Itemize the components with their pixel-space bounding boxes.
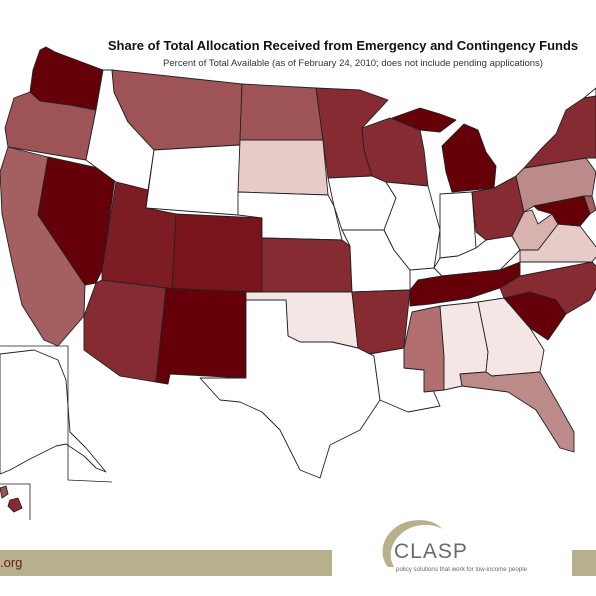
- map-subtitle: Percent of Total Available (as of Februa…: [163, 58, 543, 69]
- state-texas[interactable]: [199, 299, 381, 479]
- state-arkansas[interactable]: [351, 289, 411, 355]
- state-north-dakota[interactable]: [239, 83, 324, 141]
- footer-bar-right: [572, 550, 596, 576]
- state-alaska[interactable]: [0, 349, 107, 475]
- inset-frame: [0, 345, 113, 483]
- state-hawaii[interactable]: [0, 485, 9, 499]
- state-new-england[interactable]: [583, 87, 596, 99]
- state-hawaii-island[interactable]: [7, 497, 23, 513]
- state-arizona[interactable]: [83, 279, 167, 383]
- map-title: Share of Total Allocation Received from …: [107, 38, 579, 53]
- state-wyoming[interactable]: [145, 144, 241, 216]
- state-kansas[interactable]: [261, 237, 353, 293]
- state-michigan[interactable]: [441, 123, 497, 193]
- footer-bar-left: [0, 550, 332, 576]
- logo-name: CLASP: [394, 540, 468, 563]
- clasp-logo: CLASP policy solutions that work for low…: [374, 517, 570, 577]
- state-new-york[interactable]: [523, 95, 596, 169]
- state-michigan-upper[interactable]: [391, 107, 457, 133]
- state-illinois[interactable]: [383, 181, 441, 271]
- logo-tagline: policy solutions that work for low-incom…: [396, 566, 528, 573]
- state-delaware[interactable]: [583, 195, 596, 215]
- state-indiana[interactable]: [439, 191, 477, 259]
- state-colorado[interactable]: [171, 213, 263, 293]
- state-north-carolina[interactable]: [499, 261, 596, 315]
- hawaii-inset-frame: [0, 483, 31, 520]
- footer-url[interactable]: .org: [0, 555, 23, 570]
- state-new-mexico[interactable]: [155, 287, 247, 385]
- state-south-dakota[interactable]: [237, 139, 329, 196]
- state-washington[interactable]: [29, 46, 104, 111]
- logo-swoosh-icon: [382, 520, 442, 567]
- state-florida[interactable]: [459, 371, 575, 453]
